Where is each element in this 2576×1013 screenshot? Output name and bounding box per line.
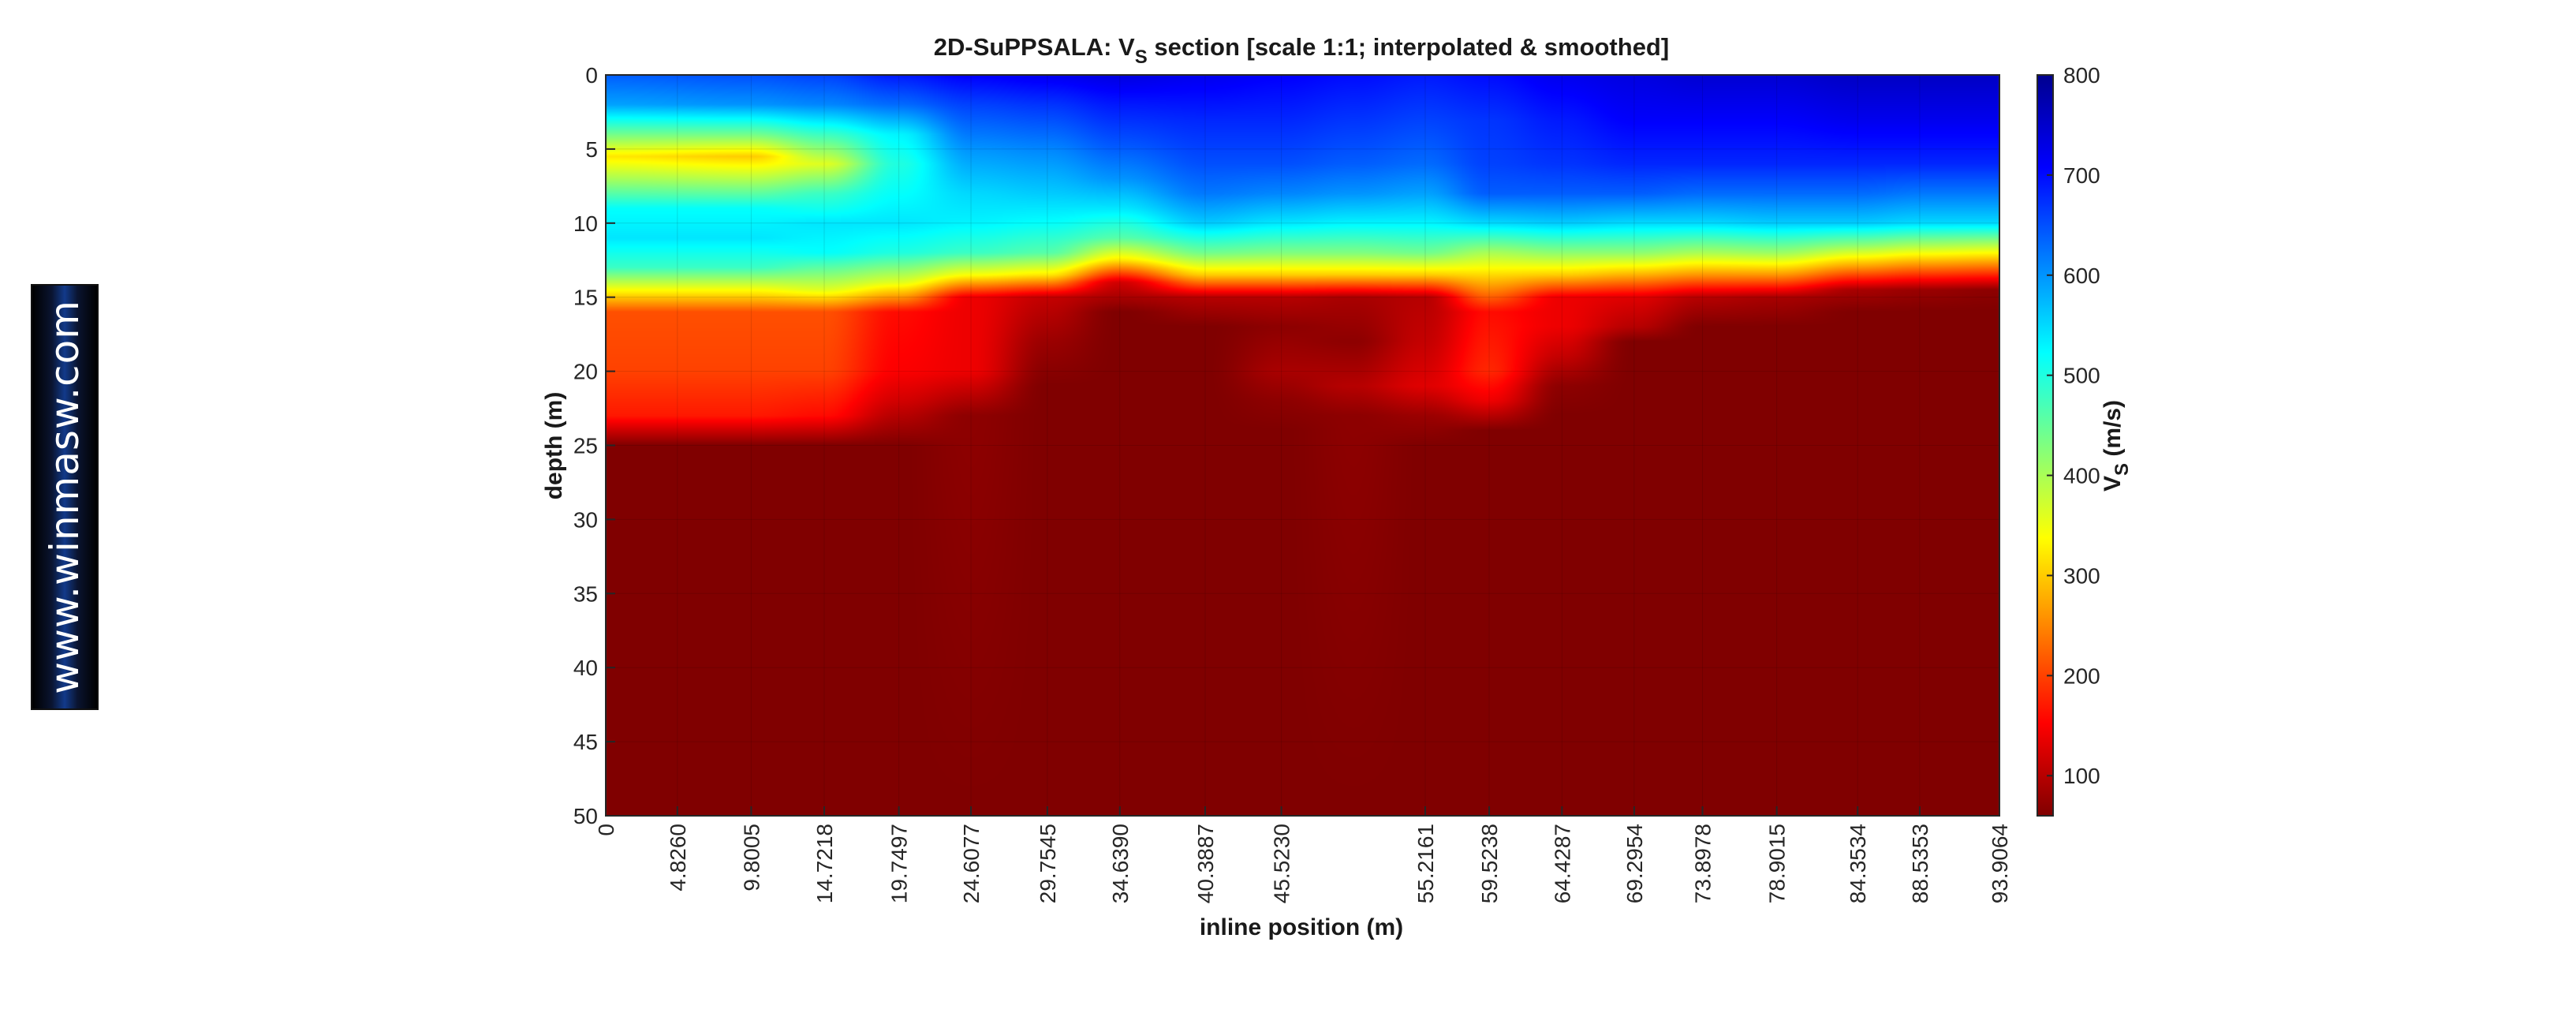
y-tick-label: 35 bbox=[573, 581, 598, 606]
y-axis-ticks: 0 5 10 15 20 25 30 35 40 45 50 bbox=[573, 63, 615, 828]
y-tick-label: 0 bbox=[585, 63, 598, 88]
x-tick-label: 29.7545 bbox=[1036, 824, 1060, 903]
colorbar-ticks: 100 200 300 400 500 600 700 800 bbox=[2047, 63, 2100, 788]
x-tick-label: 73.8978 bbox=[1691, 824, 1715, 903]
colorbar-tick-label: 500 bbox=[2063, 364, 2100, 388]
heatmap-area bbox=[606, 75, 1999, 816]
grid-lines bbox=[606, 75, 1999, 816]
colorbar-tick-label: 600 bbox=[2063, 264, 2100, 288]
colorbar-tick-label: 100 bbox=[2063, 764, 2100, 788]
heatmap-canvas bbox=[606, 75, 1999, 816]
y-tick-label: 40 bbox=[573, 656, 598, 680]
x-tick-label: 0 bbox=[594, 824, 618, 836]
x-tick-label: 4.8260 bbox=[666, 824, 690, 892]
y-tick-label: 45 bbox=[573, 730, 598, 754]
colorbar-label: VS (m/s) bbox=[2100, 400, 2133, 492]
x-tick-label: 34.6390 bbox=[1108, 824, 1133, 903]
x-tick-label: 45.5230 bbox=[1270, 824, 1294, 903]
x-tick-label: 69.2954 bbox=[1622, 824, 1647, 903]
colorbar-tick-label: 400 bbox=[2063, 464, 2100, 488]
y-axis-label: depth (m) bbox=[541, 392, 567, 500]
colorbar bbox=[2037, 74, 2054, 817]
x-tick-label: 88.5353 bbox=[1908, 824, 1932, 903]
chart-title: 2D-SuPPSALA: VS section [scale 1:1; inte… bbox=[934, 33, 1669, 68]
x-tick-label: 40.3887 bbox=[1193, 824, 1218, 903]
x-tick-label: 78.9015 bbox=[1765, 824, 1790, 903]
x-tick-label: 14.7218 bbox=[812, 824, 837, 903]
x-tick-label: 84.3534 bbox=[1846, 824, 1870, 903]
y-tick-label: 5 bbox=[585, 137, 598, 162]
colorbar-tick-label: 700 bbox=[2063, 163, 2100, 188]
y-tick-label: 15 bbox=[573, 286, 598, 310]
colorbar-tick-label: 300 bbox=[2063, 563, 2100, 588]
y-tick-label: 10 bbox=[573, 211, 598, 236]
y-tick-label: 25 bbox=[573, 434, 598, 458]
x-tick-label: 24.6077 bbox=[959, 824, 984, 903]
x-tick-label: 19.7497 bbox=[887, 824, 912, 903]
winmasw-logo: www.winmasw.com bbox=[31, 284, 99, 710]
x-tick-label: 93.9064 bbox=[1988, 824, 2012, 903]
colorbar-tick-label: 800 bbox=[2063, 63, 2100, 88]
x-tick-label: 59.5238 bbox=[1477, 824, 1502, 903]
y-tick-label: 50 bbox=[573, 804, 598, 828]
x-tick-label: 9.8005 bbox=[739, 824, 763, 892]
x-axis-label: inline position (m) bbox=[1200, 914, 1403, 940]
x-tick-label: 64.4287 bbox=[1550, 824, 1574, 903]
colorbar-tick-label: 200 bbox=[2063, 663, 2100, 688]
y-tick-label: 30 bbox=[573, 507, 598, 532]
y-tick-label: 20 bbox=[573, 360, 598, 384]
x-tick-label: 55.2161 bbox=[1413, 824, 1438, 903]
x-axis-ticks: 0 4.8260 9.8005 14.7218 19.7497 24.6077 29.754… bbox=[594, 806, 2012, 903]
